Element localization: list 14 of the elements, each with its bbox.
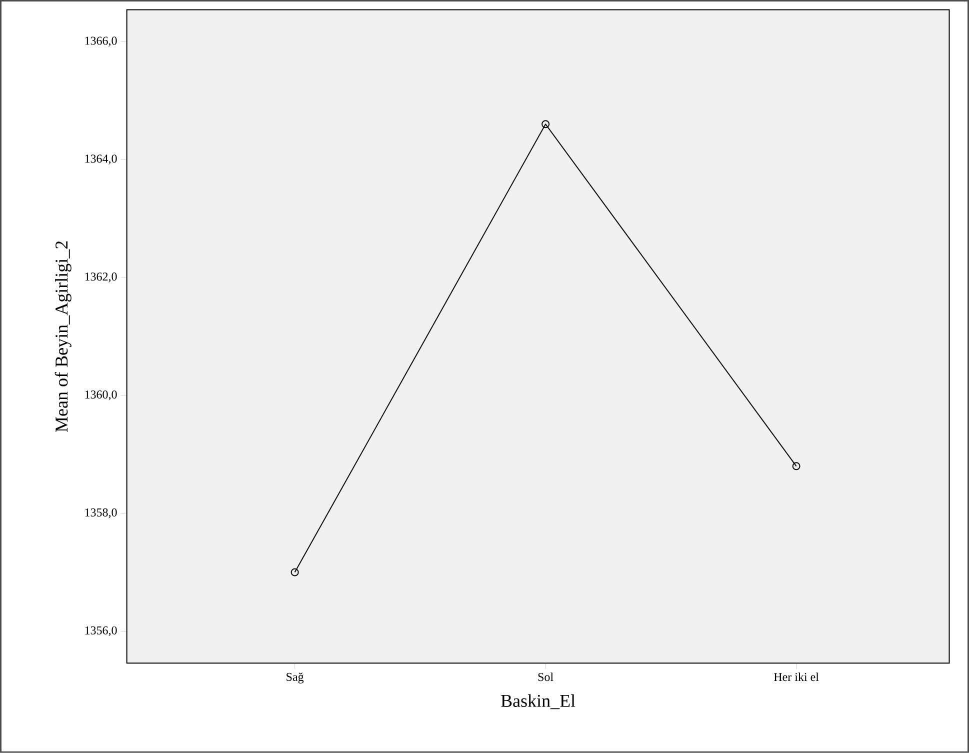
y-tick-label: 1356,0 <box>85 626 117 636</box>
x-tick-label: Her iki el <box>774 672 819 682</box>
y-tick-label: 1360,0 <box>85 390 117 400</box>
y-axis-title: Mean of Beyin_Agirligi_2 <box>54 241 72 432</box>
y-tick-label: 1362,0 <box>85 272 117 282</box>
x-axis-title: Baskin_El <box>501 694 576 710</box>
point <box>542 120 550 128</box>
y-tick-label: 1358,0 <box>85 508 117 518</box>
y-tick-label: 1366,0 <box>85 36 117 47</box>
x-tick-label: Sol <box>538 672 554 682</box>
point <box>290 568 299 576</box>
x-tick-label: Sağ <box>286 672 304 684</box>
point <box>792 462 800 470</box>
y-tick-label: 1364,0 <box>85 154 117 164</box>
